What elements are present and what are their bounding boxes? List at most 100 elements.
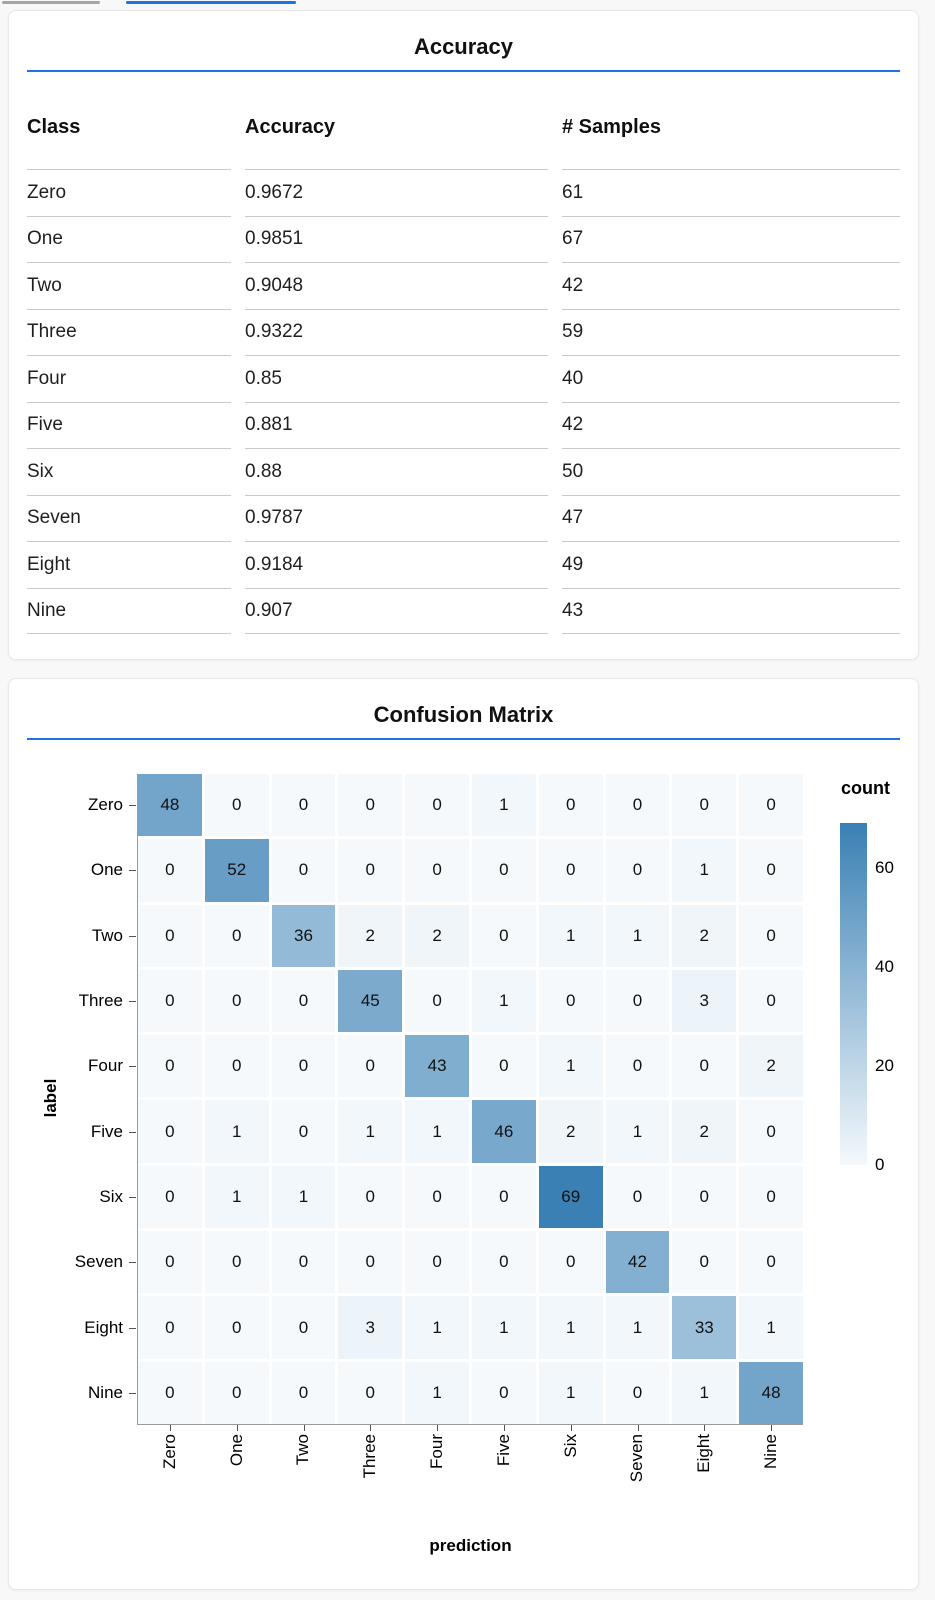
heatmap-cell: 1 [605,1296,670,1359]
heatmap-cell: 0 [138,1361,202,1424]
heatmap-cell: 1 [538,1035,603,1098]
heatmap-cell: 1 [605,1100,670,1163]
heatmap-cell: 0 [605,1035,670,1098]
heatmap-cell: 0 [739,969,803,1033]
y-axis-tick [129,1392,136,1394]
heatmap-cell: 1 [538,1296,603,1359]
active-tab-indicator [126,1,296,4]
heatmap-cell: 0 [271,1231,336,1294]
y-axis-label: Four [88,1056,123,1076]
x-axis-tick [303,1425,305,1431]
y-axis-tick [129,1262,136,1264]
heatmap-cell: 0 [138,839,202,902]
accuracy-card: Accuracy Class Accuracy # Samples Zero 0.… [8,10,919,660]
table-cell: One [27,215,231,263]
accuracy-table-header: Class Accuracy # Samples [27,103,900,151]
column-header-accuracy: Accuracy [245,115,336,138]
x-axis-label: Four [405,1434,469,1519]
accuracy-card-title: Accuracy [413,34,514,59]
heatmap-cell: 0 [605,1165,670,1229]
y-axis-tick [129,1327,136,1329]
heatmap-cell: 48 [739,1361,803,1424]
legend-tick-label: 40 [875,956,894,976]
heatmap-cell: 0 [138,969,202,1033]
table-cell: Two [27,262,231,309]
x-axis-title: prediction [429,1536,512,1555]
heatmap-cell: 33 [672,1296,737,1359]
y-axis-tick [129,1196,136,1198]
heatmap-cell: 1 [471,1296,536,1359]
heatmap-cell: 0 [672,1231,737,1294]
heatmap-cell: 0 [138,1035,202,1098]
table-row: One 0.9851 67 [27,215,900,263]
table-cell: Six [27,448,231,495]
heatmap-cell: 0 [605,839,670,902]
x-axis-label-text: Four [427,1434,447,1469]
table-cell: 0.9184 [245,541,548,588]
heatmap-cell: 0 [605,969,670,1033]
table-cell: 0.85 [245,355,548,402]
heatmap-cell: 0 [405,1165,469,1229]
heatmap-cell: 0 [204,969,269,1033]
heatmap-cell: 36 [271,904,336,967]
table-cell: 50 [562,448,900,495]
table-cell: 0.9322 [245,308,548,356]
heatmap-cell: 0 [739,1231,803,1294]
x-axis-label-text: Zero [159,1434,179,1469]
x-axis-label-text: Nine [761,1434,781,1469]
table-row: Two 0.9048 42 [27,262,900,309]
table-cell: 61 [562,169,900,216]
table-cell: 67 [562,215,900,263]
heatmap-cell: 69 [538,1165,603,1229]
x-axis-label: Nine [739,1434,803,1519]
table-row: Six 0.88 50 [27,448,900,495]
heatmap-cell: 1 [739,1296,803,1359]
heatmap-cell: 0 [405,969,469,1033]
x-axis-label: Five [472,1434,536,1519]
heatmap-cell: 0 [471,1165,536,1229]
table-cell: Five [27,401,231,449]
heatmap-cell: 2 [338,904,403,967]
heatmap-cell: 0 [405,774,469,837]
heatmap-cell: 48 [138,774,202,837]
table-cell: 42 [562,262,900,309]
heatmap-cell: 1 [471,969,536,1033]
x-axis-label-text: One [226,1434,246,1467]
column-header-samples: # Samples [562,115,661,138]
heatmap-cell: 0 [672,774,737,837]
heatmap-cell: 0 [538,1231,603,1294]
heatmap-cell: 0 [739,774,803,837]
heatmap-cell: 0 [739,1165,803,1229]
table-cell: 0.9672 [245,169,548,216]
confusion-title-divider [27,738,900,740]
heatmap-cell: 0 [672,1165,737,1229]
heatmap-cell: 1 [405,1100,469,1163]
table-cell: 47 [562,494,900,542]
x-axis-tick [437,1425,439,1431]
heatmap-cell: 0 [204,1231,269,1294]
x-axis-tick [503,1425,505,1431]
heatmap-cell: 3 [338,1296,403,1359]
heatmap-cell: 1 [405,1296,469,1359]
scrollbar-thumb[interactable] [2,1,100,4]
table-cell: 0.9851 [245,215,548,263]
heatmap-cell: 0 [605,774,670,837]
heatmap-cell: 0 [338,1165,403,1229]
heatmap-cell: 2 [672,904,737,967]
heatmap-cell: 0 [271,839,336,902]
heatmap-cell: 0 [538,969,603,1033]
heatmap-cell: 0 [338,839,403,902]
accuracy-title-divider [27,70,900,72]
y-axis-label: Five [90,1121,123,1141]
heatmap-cell: 2 [739,1035,803,1098]
legend-title: count [841,778,890,798]
table-cell: 49 [562,541,900,588]
heatmap-cell: 0 [338,1361,403,1424]
table-cell: 0.9048 [245,262,548,309]
heatmap-cell: 0 [204,904,269,967]
x-axis-label: Two [272,1434,336,1519]
heatmap-cell: 2 [405,904,469,967]
y-axis-tick [129,805,136,807]
heatmap-cell: 2 [672,1100,737,1163]
table-cell: Four [27,355,231,402]
